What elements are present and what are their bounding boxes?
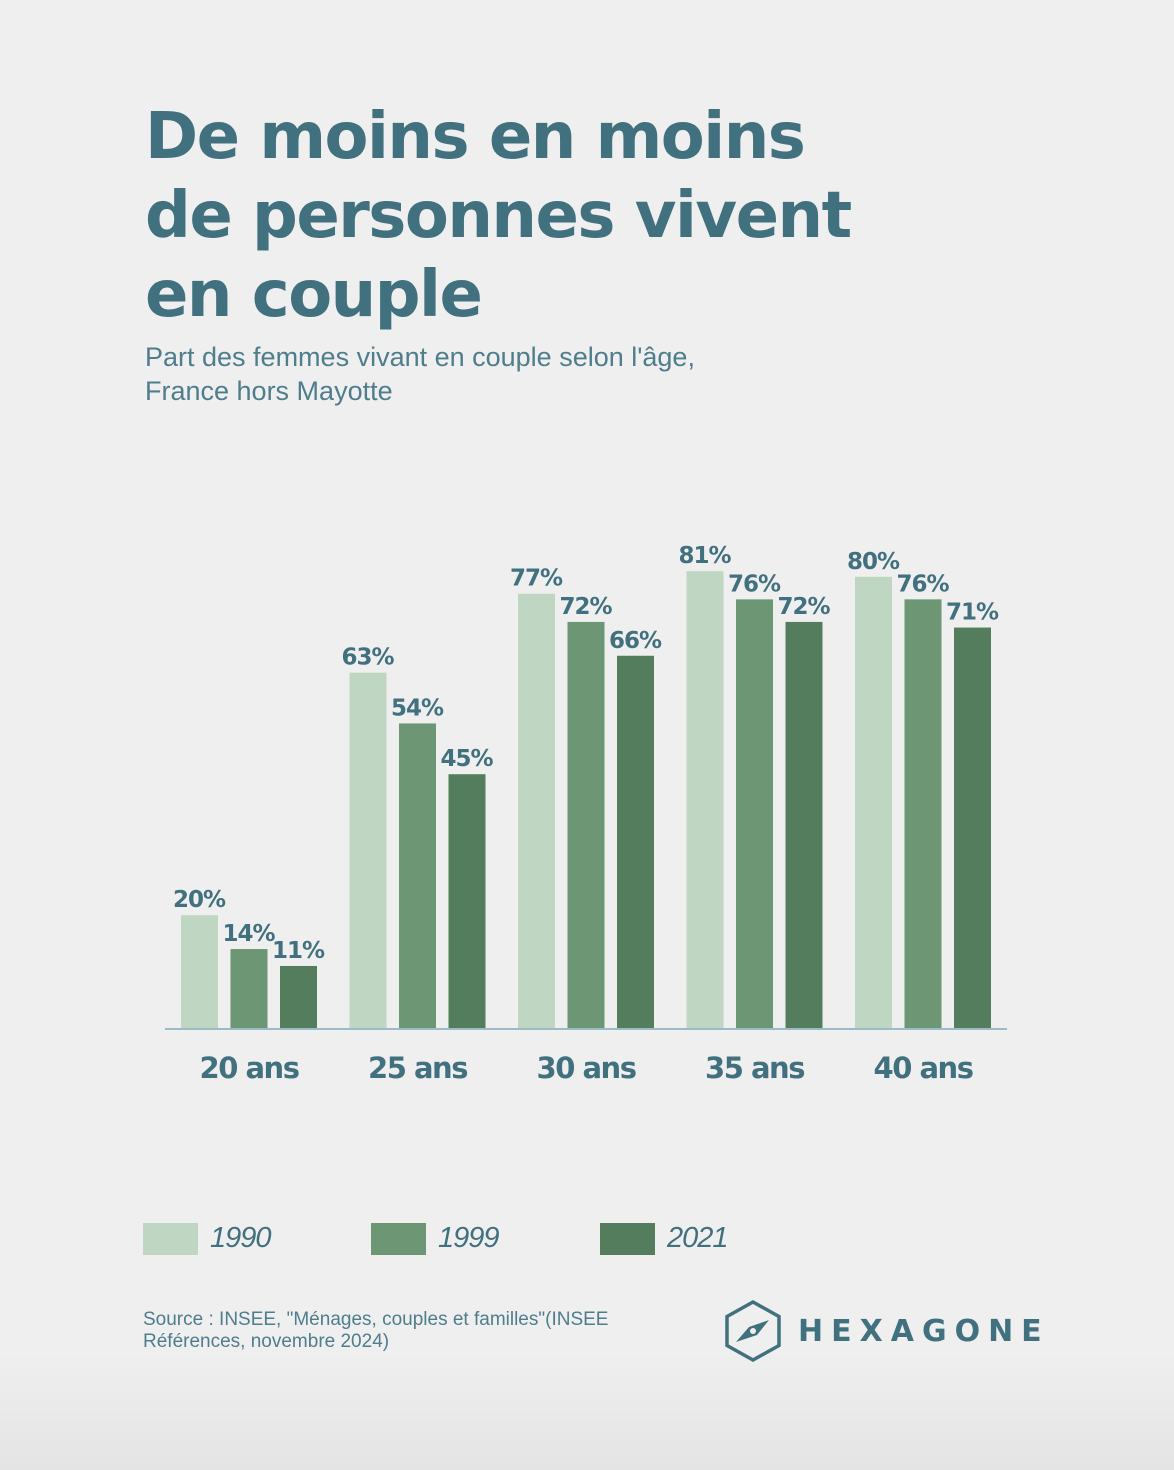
title-line-3: en couple (145, 258, 483, 332)
category-label: 40 ans (874, 1051, 973, 1085)
bar-1990-30-ans (518, 593, 555, 1028)
bar-1999-40-ans (904, 599, 942, 1028)
bar-1999-20-ans (230, 949, 268, 1028)
bar-value-label: 11% (272, 938, 325, 964)
bar-2021-20-ans (280, 965, 317, 1028)
bar-1999-30-ans (567, 621, 605, 1028)
hexagon-compass-icon (725, 1299, 781, 1363)
bar-labels-group: 20%14%11%63%54%45%77%72%66%81%76%72%80%7… (173, 543, 1000, 964)
legend-label-1999: 1999 (438, 1222, 500, 1254)
bar-value-label: 71% (946, 600, 999, 626)
bar-1999-35-ans (736, 599, 773, 1028)
source-line-2: Références, novembre 2024) (143, 1331, 390, 1352)
bar-1990-35-ans (686, 571, 724, 1028)
bar-2021-25-ans (448, 774, 486, 1028)
chart-subtitle: Part des femmes vivant en couple selon l… (145, 340, 695, 408)
hexagone-logo: HEXAGONE (724, 1299, 1050, 1363)
category-labels-group: 20 ans 25 ans 30 ans 35 ans 40 ans (200, 1051, 975, 1085)
bar-2021-40-ans (954, 627, 991, 1028)
page-title: De moins en moins de personnes vivent en… (145, 98, 852, 335)
bar-2021-30-ans (617, 655, 654, 1028)
legend-item-1999: 1999 (371, 1222, 500, 1255)
bar-value-label: 76% (897, 571, 950, 597)
category-label: 25 ans (368, 1051, 467, 1085)
bar-1990-40-ans (855, 576, 892, 1028)
bar-value-label: 80% (847, 549, 900, 575)
bar-value-label: 66% (609, 628, 662, 654)
bar-value-label: 63% (342, 645, 395, 671)
bar-value-label: 45% (441, 746, 494, 772)
bar-value-label: 76% (728, 571, 781, 597)
category-label: 35 ans (705, 1051, 804, 1085)
subtitle-line-1: Part des femmes vivant en couple selon l… (145, 342, 695, 372)
bar-value-label: 54% (391, 695, 444, 721)
legend-label-1990: 1990 (210, 1222, 272, 1254)
bars-group (181, 571, 991, 1028)
bar-value-label: 77% (510, 566, 563, 592)
bar-1990-20-ans (181, 915, 218, 1028)
legend-swatch-1999 (371, 1222, 426, 1255)
bar-1990-25-ans (349, 672, 387, 1028)
bar-value-label: 81% (679, 543, 732, 569)
bar-2021-35-ans (785, 621, 823, 1028)
category-label: 30 ans (537, 1051, 636, 1085)
legend-item-1990: 1990 (143, 1222, 272, 1255)
bar-value-label: 72% (560, 594, 613, 620)
title-line-2: de personnes vivent (145, 179, 852, 253)
legend-swatch-1990 (143, 1222, 198, 1255)
source-line-1: Source : INSEE, "Ménages, couples et fam… (143, 1309, 609, 1330)
bar-chart: 20%14%11%63%54%45%77%72%66%81%76%72%80%7… (165, 543, 1007, 1085)
category-label: 20 ans (200, 1051, 299, 1085)
legend-swatch-2021 (600, 1222, 655, 1255)
bar-1999-25-ans (399, 723, 436, 1028)
logo-text: HEXAGONE (798, 1313, 1050, 1349)
legend-item-2021: 2021 (600, 1222, 729, 1255)
subtitle-line-2: France hors Mayotte (145, 376, 393, 406)
title-line-1: De moins en moins (145, 100, 806, 174)
bar-value-label: 72% (778, 594, 831, 620)
legend-label-2021: 2021 (667, 1222, 729, 1254)
bar-value-label: 14% (223, 921, 276, 947)
source-note: Source : INSEE, "Ménages, couples et fam… (143, 1309, 608, 1353)
bar-value-label: 20% (173, 887, 226, 913)
